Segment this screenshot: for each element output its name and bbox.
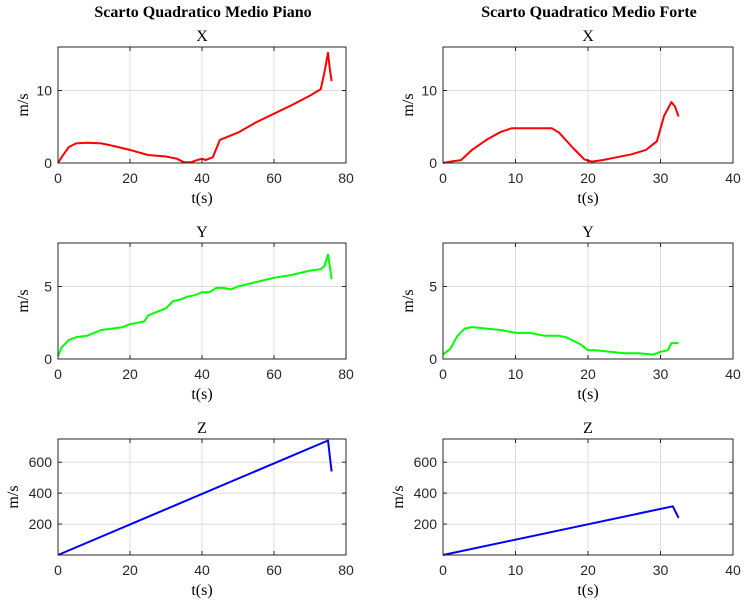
x-axis-label: t(s) — [577, 386, 598, 403]
x-tick-label: 0 — [439, 170, 447, 186]
subplot-title: Z — [197, 420, 207, 437]
x-tick-label: 40 — [194, 170, 210, 186]
y-tick-label: 400 — [29, 485, 53, 501]
y-tick-label: 0 — [44, 351, 52, 367]
x-axis-label: t(s) — [577, 190, 598, 207]
y-axis-label: m/s — [15, 289, 32, 312]
column-title-forte: Scarto Quadratico Medio Forte — [481, 4, 697, 21]
x-tick-label: 30 — [653, 366, 669, 382]
series-line — [442, 326, 679, 356]
subplot-3: 0 20 40 60 80 0 5 Yt(s) m/s — [15, 224, 354, 403]
x-tick-label: 30 — [653, 562, 669, 578]
x-tick-label: 10 — [508, 366, 524, 382]
column-title-piano: Scarto Quadratico Medio Piano — [94, 4, 311, 21]
y-tick-label: 0 — [44, 155, 52, 171]
x-axis-label: t(s) — [191, 386, 212, 403]
x-tick-label: 10 — [508, 170, 524, 186]
x-tick-label: 20 — [122, 366, 138, 382]
x-tick-label: 20 — [580, 170, 596, 186]
subplot-6: 0 10 20 30 40 200 400 600 Zt(s) m/s — [390, 420, 741, 599]
y-axis-label: m/s — [15, 93, 32, 116]
x-tick-label: 10 — [508, 562, 524, 578]
x-axis-label: t(s) — [191, 582, 212, 599]
series-line — [57, 253, 333, 357]
y-tick-label: 10 — [36, 83, 52, 99]
subplot-title: X — [196, 28, 208, 45]
y-tick-label: 0 — [429, 155, 437, 171]
x-tick-label: 30 — [653, 170, 669, 186]
x-axis-label: t(s) — [191, 190, 212, 207]
y-tick-label: 200 — [414, 516, 438, 532]
subplot-title: Y — [196, 224, 208, 241]
subplot-title: X — [582, 28, 594, 45]
series-line — [442, 101, 680, 164]
x-tick-label: 0 — [54, 562, 62, 578]
x-tick-label: 0 — [439, 366, 447, 382]
y-axis-label: m/s — [400, 289, 417, 312]
x-tick-label: 80 — [338, 562, 354, 578]
y-tick-label: 600 — [414, 454, 438, 470]
y-axis-label: m/s — [400, 93, 417, 116]
y-tick-label: 5 — [44, 279, 52, 295]
y-tick-label: 0 — [429, 351, 437, 367]
x-tick-label: 40 — [194, 366, 210, 382]
x-tick-label: 0 — [54, 366, 62, 382]
x-axis-label: t(s) — [577, 582, 598, 599]
y-tick-label: 200 — [29, 516, 53, 532]
x-tick-label: 20 — [580, 366, 596, 382]
y-tick-label: 10 — [421, 83, 437, 99]
series-line — [442, 505, 680, 556]
y-tick-label: 5 — [429, 279, 437, 295]
x-tick-label: 60 — [266, 366, 282, 382]
x-tick-label: 40 — [725, 366, 741, 382]
x-tick-label: 0 — [439, 562, 447, 578]
x-tick-label: 60 — [266, 562, 282, 578]
subplot-2: 0 10 20 30 40 0 10 Xt(s) m/s — [400, 28, 741, 207]
x-tick-label: 40 — [194, 562, 210, 578]
series-line — [57, 439, 333, 556]
y-axis-label: m/s — [5, 485, 22, 508]
subplot-1: 0 20 40 60 80 0 10 Xt(s) m/s — [15, 28, 354, 207]
subplot-title: Z — [583, 420, 593, 437]
x-tick-label: 40 — [725, 170, 741, 186]
series-line — [57, 51, 333, 164]
x-tick-label: 20 — [580, 562, 596, 578]
x-tick-label: 80 — [338, 170, 354, 186]
x-tick-label: 0 — [54, 170, 62, 186]
x-tick-label: 20 — [122, 562, 138, 578]
x-tick-label: 80 — [338, 366, 354, 382]
subplot-5: 0 20 40 60 80 200 400 600 Zt(s) m/s — [5, 420, 354, 599]
x-tick-label: 60 — [266, 170, 282, 186]
subplot-4: 0 10 20 30 40 0 5 Yt(s) m/s — [400, 224, 741, 403]
x-tick-label: 20 — [122, 170, 138, 186]
subplot-title: Y — [582, 224, 594, 241]
y-tick-label: 600 — [29, 454, 53, 470]
y-axis-label: m/s — [390, 485, 407, 508]
y-tick-label: 400 — [414, 485, 438, 501]
x-tick-label: 40 — [725, 562, 741, 578]
